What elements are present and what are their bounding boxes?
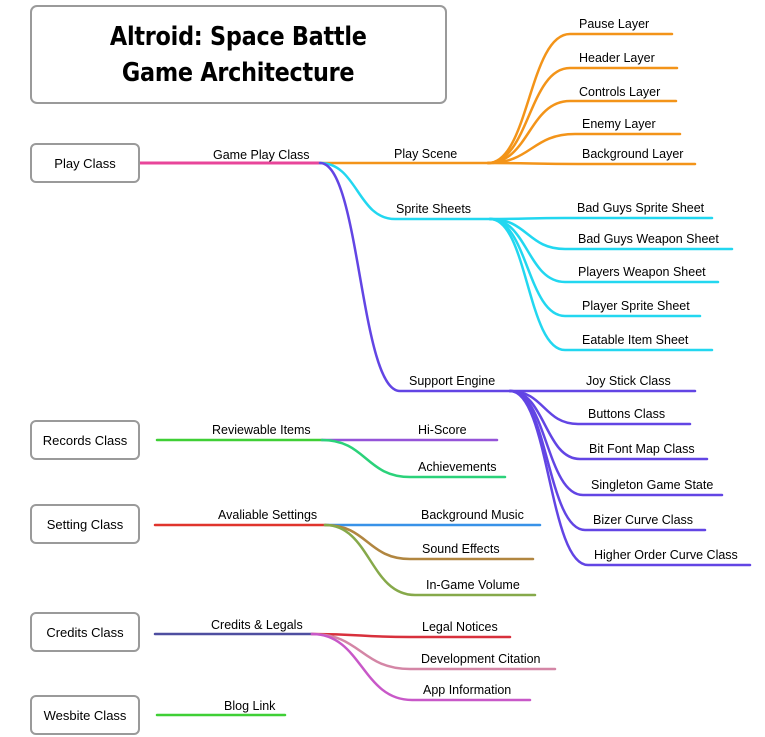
- leaf-players-weapon-sheet[interactable]: Players Weapon Sheet: [578, 265, 706, 279]
- root-setting-class[interactable]: Setting Class: [30, 504, 140, 544]
- leaf-development-citation[interactable]: Development Citation: [421, 652, 541, 666]
- leaf-pause-layer[interactable]: Pause Layer: [579, 17, 650, 31]
- group-sprite-sheets[interactable]: Sprite Sheets: [396, 202, 472, 216]
- title-line-1: Altroid: Space Battle: [110, 21, 367, 52]
- edge-play-scene-leaf-4: [486, 161, 697, 166]
- edge-game-play-to-sprite-sheets: [318, 161, 492, 221]
- leaf-legal-notices[interactable]: Legal Notices: [422, 620, 498, 634]
- leaf-bad-guys-sprite-sheet[interactable]: Bad Guys Sprite Sheet: [577, 201, 705, 215]
- leaf-header-layer[interactable]: Header Layer: [579, 51, 655, 65]
- edge-play-scene-leaf-3: [486, 132, 682, 165]
- leaf-background-layer[interactable]: Background Layer: [582, 147, 684, 161]
- group-support-engine[interactable]: Support Engine: [409, 374, 496, 388]
- leaf-sound-effects[interactable]: Sound Effects: [422, 542, 500, 556]
- leaf-enemy-layer[interactable]: Enemy Layer: [582, 117, 656, 131]
- edge-play-scene-leaf-1: [486, 66, 679, 165]
- edge-play-scene-leaf-0: [486, 32, 674, 165]
- branch-blog-link[interactable]: Blog Link: [224, 699, 276, 713]
- leaf-higher-order-curve-class[interactable]: Higher Order Curve Class: [594, 548, 738, 562]
- edge-sprite-sheets-leaf-0: [488, 216, 714, 221]
- edge-game-play-to-support-engine: [318, 161, 512, 393]
- leaf-controls-layer[interactable]: Controls Layer: [579, 85, 661, 99]
- leaf-bad-guys-weapon-sheet[interactable]: Bad Guys Weapon Sheet: [578, 232, 719, 246]
- leaf-eatable-item-sheet[interactable]: Eatable Item Sheet: [582, 333, 689, 347]
- leaf-player-sprite-sheet[interactable]: Player Sprite Sheet: [582, 299, 690, 313]
- root-credits-class[interactable]: Credits Class: [30, 612, 140, 652]
- leaf-in-game-volume[interactable]: In-Game Volume: [426, 578, 520, 592]
- edge-play-scene-leaf-2: [486, 99, 678, 165]
- edge-credits-legals-to-app-information: [310, 632, 532, 702]
- leaf-singleton-game-state[interactable]: Singleton Game State: [591, 478, 714, 492]
- branch-game-play-class[interactable]: Game Play Class: [213, 148, 310, 162]
- group-play-scene[interactable]: Play Scene: [394, 147, 458, 161]
- leaf-hi-score[interactable]: Hi-Score: [418, 423, 467, 437]
- root-website-class[interactable]: Wesbite Class: [30, 695, 140, 735]
- root-play-class[interactable]: Play Class: [30, 143, 140, 183]
- leaf-bizer-curve-class[interactable]: Bizer Curve Class: [593, 513, 694, 527]
- leaf-achievements[interactable]: Achievements: [418, 460, 497, 474]
- branch-avaliable-settings[interactable]: Avaliable Settings: [218, 508, 318, 522]
- leaf-bit-font-map-class[interactable]: Bit Font Map Class: [589, 442, 695, 456]
- edge-support-engine-leaf-5: [508, 389, 752, 567]
- title-box: Altroid: Space Battle Game Architecture: [30, 5, 447, 104]
- branch-credits-legals[interactable]: Credits & Legals: [211, 618, 303, 632]
- leaf-joy-stick-class[interactable]: Joy Stick Class: [586, 374, 671, 388]
- title-line-2: Game Architecture: [122, 57, 355, 88]
- edge-reviewable-to-achievements: [320, 438, 507, 479]
- leaf-background-music[interactable]: Background Music: [421, 508, 524, 522]
- edge-settings-to-in-game-volume: [323, 523, 537, 597]
- edge-sprite-sheets-leaf-4: [488, 217, 714, 352]
- root-records-class[interactable]: Records Class: [30, 420, 140, 460]
- branch-reviewable-items[interactable]: Reviewable Items: [212, 423, 311, 437]
- leaf-buttons-class[interactable]: Buttons Class: [588, 407, 666, 421]
- leaf-app-information[interactable]: App Information: [423, 683, 512, 697]
